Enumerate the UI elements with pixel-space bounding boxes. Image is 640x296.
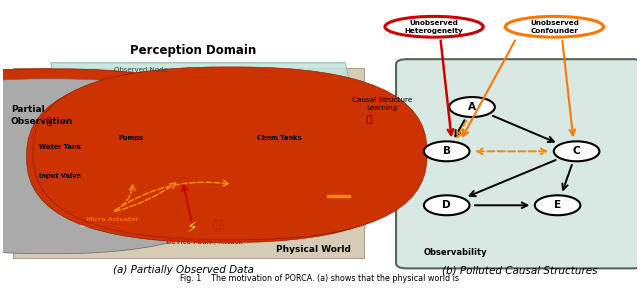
Circle shape: [554, 141, 600, 161]
FancyBboxPatch shape: [90, 82, 125, 93]
FancyBboxPatch shape: [27, 70, 418, 243]
Ellipse shape: [179, 149, 211, 154]
Ellipse shape: [288, 140, 328, 146]
Text: Unobserved
Confounder: Unobserved Confounder: [530, 20, 579, 33]
Text: Causal Structure
Learning: Causal Structure Learning: [352, 97, 412, 111]
Text: (a) Partially Observed Data: (a) Partially Observed Data: [113, 265, 254, 275]
Circle shape: [535, 195, 580, 215]
FancyBboxPatch shape: [177, 150, 213, 178]
Text: ⚡: ⚡: [187, 220, 197, 235]
FancyBboxPatch shape: [242, 73, 278, 83]
Text: 💡: 💡: [367, 115, 372, 124]
Ellipse shape: [225, 157, 242, 162]
Text: E: E: [554, 200, 561, 210]
Polygon shape: [13, 68, 364, 258]
Text: A: A: [468, 102, 476, 112]
FancyBboxPatch shape: [188, 82, 224, 93]
Ellipse shape: [506, 16, 604, 37]
Text: Perception Domain: Perception Domain: [130, 44, 257, 57]
Text: Unobserved
Heterogeneity: Unobserved Heterogeneity: [404, 20, 463, 33]
FancyBboxPatch shape: [238, 142, 283, 177]
Text: B: B: [443, 146, 451, 156]
Text: Partial
Observation: Partial Observation: [11, 104, 73, 126]
Text: Micro Actuator: Micro Actuator: [86, 217, 138, 222]
Text: Fig. 1    The motivation of PORCA. (a) shows that the physical world is: Fig. 1 The motivation of PORCA. (a) show…: [180, 274, 460, 283]
Ellipse shape: [241, 140, 280, 146]
Polygon shape: [51, 63, 361, 137]
FancyBboxPatch shape: [138, 73, 173, 83]
Ellipse shape: [112, 140, 150, 146]
Text: Device Fault / Attack: Device Fault / Attack: [166, 239, 243, 245]
Text: Water Tank: Water Tank: [39, 144, 81, 150]
FancyBboxPatch shape: [109, 142, 153, 181]
Text: 🎥: 🎥: [47, 117, 52, 126]
Circle shape: [424, 195, 470, 215]
Text: Input Valve: Input Valve: [39, 173, 81, 179]
Text: C: C: [573, 146, 580, 156]
FancyBboxPatch shape: [286, 142, 330, 177]
Text: Observed Node: Observed Node: [114, 67, 168, 73]
Circle shape: [424, 141, 470, 161]
Text: Pumps: Pumps: [118, 135, 144, 141]
FancyBboxPatch shape: [294, 82, 330, 93]
FancyArrow shape: [361, 141, 416, 164]
Text: 😈: 😈: [212, 221, 225, 234]
FancyBboxPatch shape: [396, 59, 640, 268]
FancyBboxPatch shape: [0, 69, 251, 245]
Text: Observability: Observability: [423, 248, 487, 257]
Text: Chem Tanks: Chem Tanks: [257, 135, 301, 141]
Ellipse shape: [157, 155, 176, 161]
FancyBboxPatch shape: [80, 211, 145, 227]
Circle shape: [449, 97, 495, 117]
FancyBboxPatch shape: [0, 79, 246, 254]
Ellipse shape: [385, 16, 483, 37]
Text: Physical World: Physical World: [276, 245, 351, 254]
FancyBboxPatch shape: [33, 67, 427, 240]
Text: (b) Polluted Causal Structures: (b) Polluted Causal Structures: [442, 265, 597, 275]
Text: D: D: [442, 200, 451, 210]
